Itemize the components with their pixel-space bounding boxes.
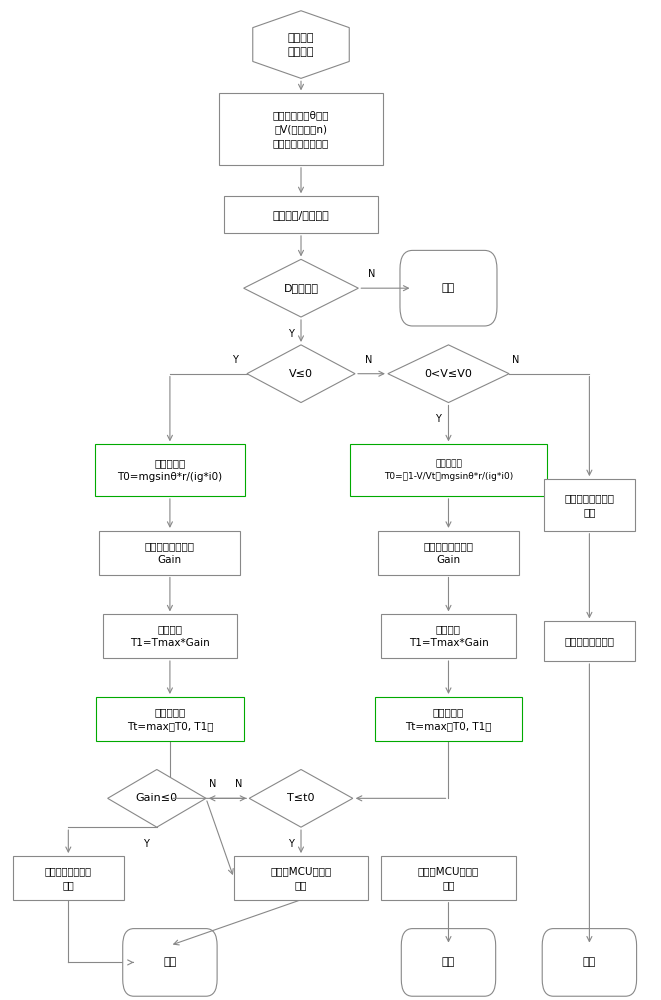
Text: Y: Y bbox=[143, 839, 149, 849]
FancyBboxPatch shape bbox=[350, 444, 547, 496]
Polygon shape bbox=[253, 11, 349, 78]
Text: 采集加速踏板深度
Gain: 采集加速踏板深度 Gain bbox=[424, 541, 473, 565]
FancyBboxPatch shape bbox=[378, 531, 519, 575]
Text: 给定扭矩：
Tt=max（T0, T1）: 给定扭矩： Tt=max（T0, T1） bbox=[405, 707, 492, 731]
Text: 采集加速踏板深度
Gain: 采集加速踏板深度 Gain bbox=[145, 541, 195, 565]
Text: N: N bbox=[209, 779, 216, 789]
FancyBboxPatch shape bbox=[375, 697, 522, 741]
Text: 发送给MCU，控制
电机: 发送给MCU，控制 电机 bbox=[418, 866, 479, 890]
Text: T≤t0: T≤t0 bbox=[288, 793, 315, 803]
FancyBboxPatch shape bbox=[102, 614, 237, 658]
Text: 退出坡道起步辅助
系统: 退出坡道起步辅助 系统 bbox=[564, 493, 615, 517]
Text: 结束: 结束 bbox=[442, 283, 455, 293]
Text: 给定扭矩：
Tt=max（T0, T1）: 给定扭矩： Tt=max（T0, T1） bbox=[127, 707, 213, 731]
Text: 坡道起步
辅助系统: 坡道起步 辅助系统 bbox=[288, 33, 314, 57]
FancyBboxPatch shape bbox=[224, 196, 378, 233]
FancyBboxPatch shape bbox=[543, 479, 635, 531]
Text: 附加扭矩：
T0=（1-V/Vt）mgsinθ*r/(ig*i0): 附加扭矩： T0=（1-V/Vt）mgsinθ*r/(ig*i0) bbox=[384, 459, 513, 481]
Text: 发送给MCU，控制
电机: 发送给MCU，控制 电机 bbox=[270, 866, 332, 890]
FancyBboxPatch shape bbox=[381, 856, 516, 900]
Text: Y: Y bbox=[435, 414, 441, 424]
FancyBboxPatch shape bbox=[543, 621, 635, 661]
Text: 正常行车驱动策略: 正常行车驱动策略 bbox=[564, 636, 615, 646]
Text: 常规扭矩
T1=Tmax*Gain: 常规扭矩 T1=Tmax*Gain bbox=[130, 624, 210, 648]
Text: 退出坡道起步辅助
系统: 退出坡道起步辅助 系统 bbox=[45, 866, 92, 890]
Text: 采集车辆角度θ，车
速V(电机转速n)
（车辆角度传感器）: 采集车辆角度θ，车 速V(电机转速n) （车辆角度传感器） bbox=[273, 110, 329, 148]
Text: 附加扭矩：
T0=mgsinθ*r/(ig*i0): 附加扭矩： T0=mgsinθ*r/(ig*i0) bbox=[118, 458, 223, 482]
Polygon shape bbox=[244, 259, 358, 317]
FancyBboxPatch shape bbox=[123, 929, 217, 996]
Text: 制动踏板/手刹释放: 制动踏板/手刹释放 bbox=[272, 210, 329, 220]
Text: 结束: 结束 bbox=[163, 957, 176, 967]
Polygon shape bbox=[388, 345, 509, 403]
FancyBboxPatch shape bbox=[13, 856, 124, 900]
Text: D或爬坡挡: D或爬坡挡 bbox=[284, 283, 319, 293]
Text: 常规扭矩
T1=Tmax*Gain: 常规扭矩 T1=Tmax*Gain bbox=[408, 624, 488, 648]
Polygon shape bbox=[249, 769, 353, 827]
Text: 0<V≤V0: 0<V≤V0 bbox=[424, 369, 473, 379]
FancyBboxPatch shape bbox=[542, 929, 637, 996]
Text: V≤0: V≤0 bbox=[289, 369, 313, 379]
Text: N: N bbox=[368, 269, 375, 279]
Text: Y: Y bbox=[288, 839, 293, 849]
Text: Y: Y bbox=[232, 355, 238, 365]
FancyBboxPatch shape bbox=[95, 444, 245, 496]
FancyBboxPatch shape bbox=[219, 93, 383, 165]
Text: N: N bbox=[512, 355, 520, 365]
Text: 结束: 结束 bbox=[442, 957, 455, 967]
FancyBboxPatch shape bbox=[234, 856, 368, 900]
Polygon shape bbox=[108, 769, 206, 827]
FancyBboxPatch shape bbox=[99, 531, 241, 575]
Text: N: N bbox=[235, 779, 243, 789]
FancyBboxPatch shape bbox=[97, 697, 244, 741]
Polygon shape bbox=[247, 345, 355, 403]
Text: Y: Y bbox=[288, 329, 293, 339]
FancyBboxPatch shape bbox=[400, 250, 497, 326]
Text: N: N bbox=[364, 355, 372, 365]
Text: Gain≤0: Gain≤0 bbox=[136, 793, 178, 803]
FancyBboxPatch shape bbox=[401, 929, 496, 996]
Text: 结束: 结束 bbox=[583, 957, 596, 967]
FancyBboxPatch shape bbox=[381, 614, 516, 658]
